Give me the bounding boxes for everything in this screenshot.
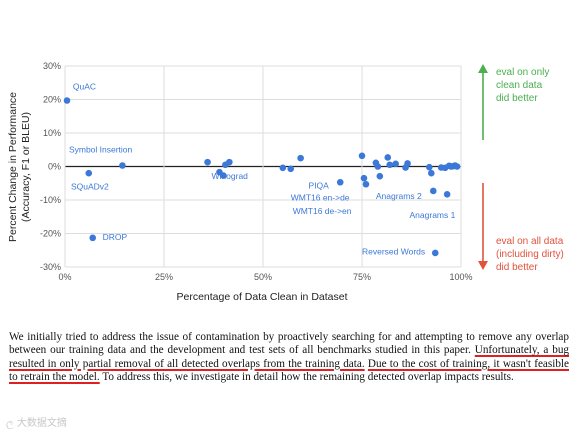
clean-better-note: eval on only clean data did better xyxy=(478,64,549,140)
data-point-27 xyxy=(431,249,439,257)
data-point-26 xyxy=(429,187,437,195)
contamination-scatter-chart: 30%20%10%0%-10%-20%-30% 0% 25% 50% 75% 100% … xyxy=(7,61,564,303)
data-point-0 xyxy=(63,97,71,104)
all-better-line-3: did better xyxy=(496,262,538,273)
up-arrowhead-icon xyxy=(478,64,488,73)
data-point-24 xyxy=(426,163,433,171)
y-tick-label-6: -30% xyxy=(40,262,61,272)
watermark-text: 大数据文摘 xyxy=(16,418,67,429)
data-point-12 xyxy=(336,178,344,186)
data-point-6 xyxy=(220,172,227,179)
all-better-line-2: (including dirty) xyxy=(496,249,564,260)
point-label-4: Winograd xyxy=(212,171,249,181)
x-axis-title: Percentage of Data Clean in Dataset xyxy=(176,291,347,303)
data-point-35 xyxy=(453,163,461,170)
chart-grid xyxy=(64,65,462,268)
point-label-1: Symbol Insertion xyxy=(69,144,133,154)
y-axis-title: Percent Change in Performance (Accuracy,… xyxy=(7,92,32,242)
x-tick-label-0: 0% xyxy=(58,272,71,282)
all-better-line-1: eval on all data xyxy=(496,236,564,247)
svg-text:Percent Change in Performance: Percent Change in Performance xyxy=(7,92,19,242)
x-tick-label-3: 75% xyxy=(353,272,371,282)
caption-part-3: To address this, we investigate in detai… xyxy=(99,371,514,384)
point-label-7: WMT16 de->en xyxy=(293,206,352,216)
point-label-5: PIQA xyxy=(309,181,330,191)
clean-better-line-3: did better xyxy=(496,93,538,104)
data-point-11 xyxy=(297,154,304,162)
y-tick-label-1: 20% xyxy=(43,95,61,105)
data-point-3 xyxy=(119,162,126,169)
clean-better-line-1: eval on only xyxy=(496,67,549,78)
data-point-15 xyxy=(362,180,370,188)
all-better-note: eval on all data (including dirty) did b… xyxy=(478,183,564,273)
point-label-3: DROP xyxy=(103,232,128,242)
data-point-1 xyxy=(85,169,93,177)
y-tick-label-2: 10% xyxy=(43,128,61,138)
point-label-10: Reversed Words xyxy=(362,247,425,257)
point-label-6: WMT16 en->de xyxy=(291,193,350,203)
data-point-21 xyxy=(392,160,399,168)
y-tick-labels: 30% 20% 10% 0% -10% -20% -30% xyxy=(40,61,61,272)
data-point-18 xyxy=(376,172,384,180)
data-point-9 xyxy=(279,164,287,172)
data-point-2 xyxy=(89,234,97,242)
point-label-9: Anagrams 1 xyxy=(410,210,456,220)
data-point-19 xyxy=(384,154,392,161)
data-point-10 xyxy=(287,165,295,173)
caption-part-1: We initially tried to address the issue … xyxy=(9,331,569,357)
y-tick-label-5: -20% xyxy=(40,229,61,239)
data-point-8 xyxy=(226,158,233,166)
watermark-logo: ල 大数据文摘 xyxy=(6,414,67,429)
svg-text:(Accuracy, F1 or BLEU): (Accuracy, F1 or BLEU) xyxy=(20,112,32,222)
data-points xyxy=(63,97,461,257)
clean-better-line-2: clean data xyxy=(496,80,543,91)
point-label-8: Anagrams 2 xyxy=(376,191,422,201)
data-point-4 xyxy=(204,158,211,166)
down-arrowhead-icon xyxy=(478,261,488,270)
data-point-25 xyxy=(428,169,435,177)
x-tick-label-4: 100% xyxy=(449,272,472,282)
point-label-0: QuAC xyxy=(73,81,96,91)
y-tick-label-0: 30% xyxy=(43,61,61,71)
data-point-20 xyxy=(386,161,394,169)
caption-highlight-2: Due to the cost of training, it wasn't f… xyxy=(9,357,570,384)
data-point-14 xyxy=(360,174,368,182)
point-annotations: QuAC Symbol Insertion SQuADv2 DROP Winograd P… xyxy=(69,81,456,256)
data-point-17 xyxy=(374,163,382,170)
data-point-30 xyxy=(443,191,451,198)
x-tick-labels: 0% 25% 50% 75% 100% xyxy=(58,272,472,282)
y-tick-label-4: -10% xyxy=(40,195,61,205)
x-tick-label-2: 50% xyxy=(254,272,272,282)
data-point-13 xyxy=(358,152,366,160)
caption-highlight-1: Unfortunately, a bug resulted in only pa… xyxy=(9,344,570,370)
data-point-23 xyxy=(404,160,411,167)
point-label-2: SQuADv2 xyxy=(71,181,109,191)
y-tick-label-3: 0% xyxy=(48,162,61,172)
paper-caption: We initially tried to address the issue … xyxy=(9,331,569,385)
x-tick-label-1: 25% xyxy=(155,272,173,282)
watermark-icon: ල xyxy=(6,418,14,429)
